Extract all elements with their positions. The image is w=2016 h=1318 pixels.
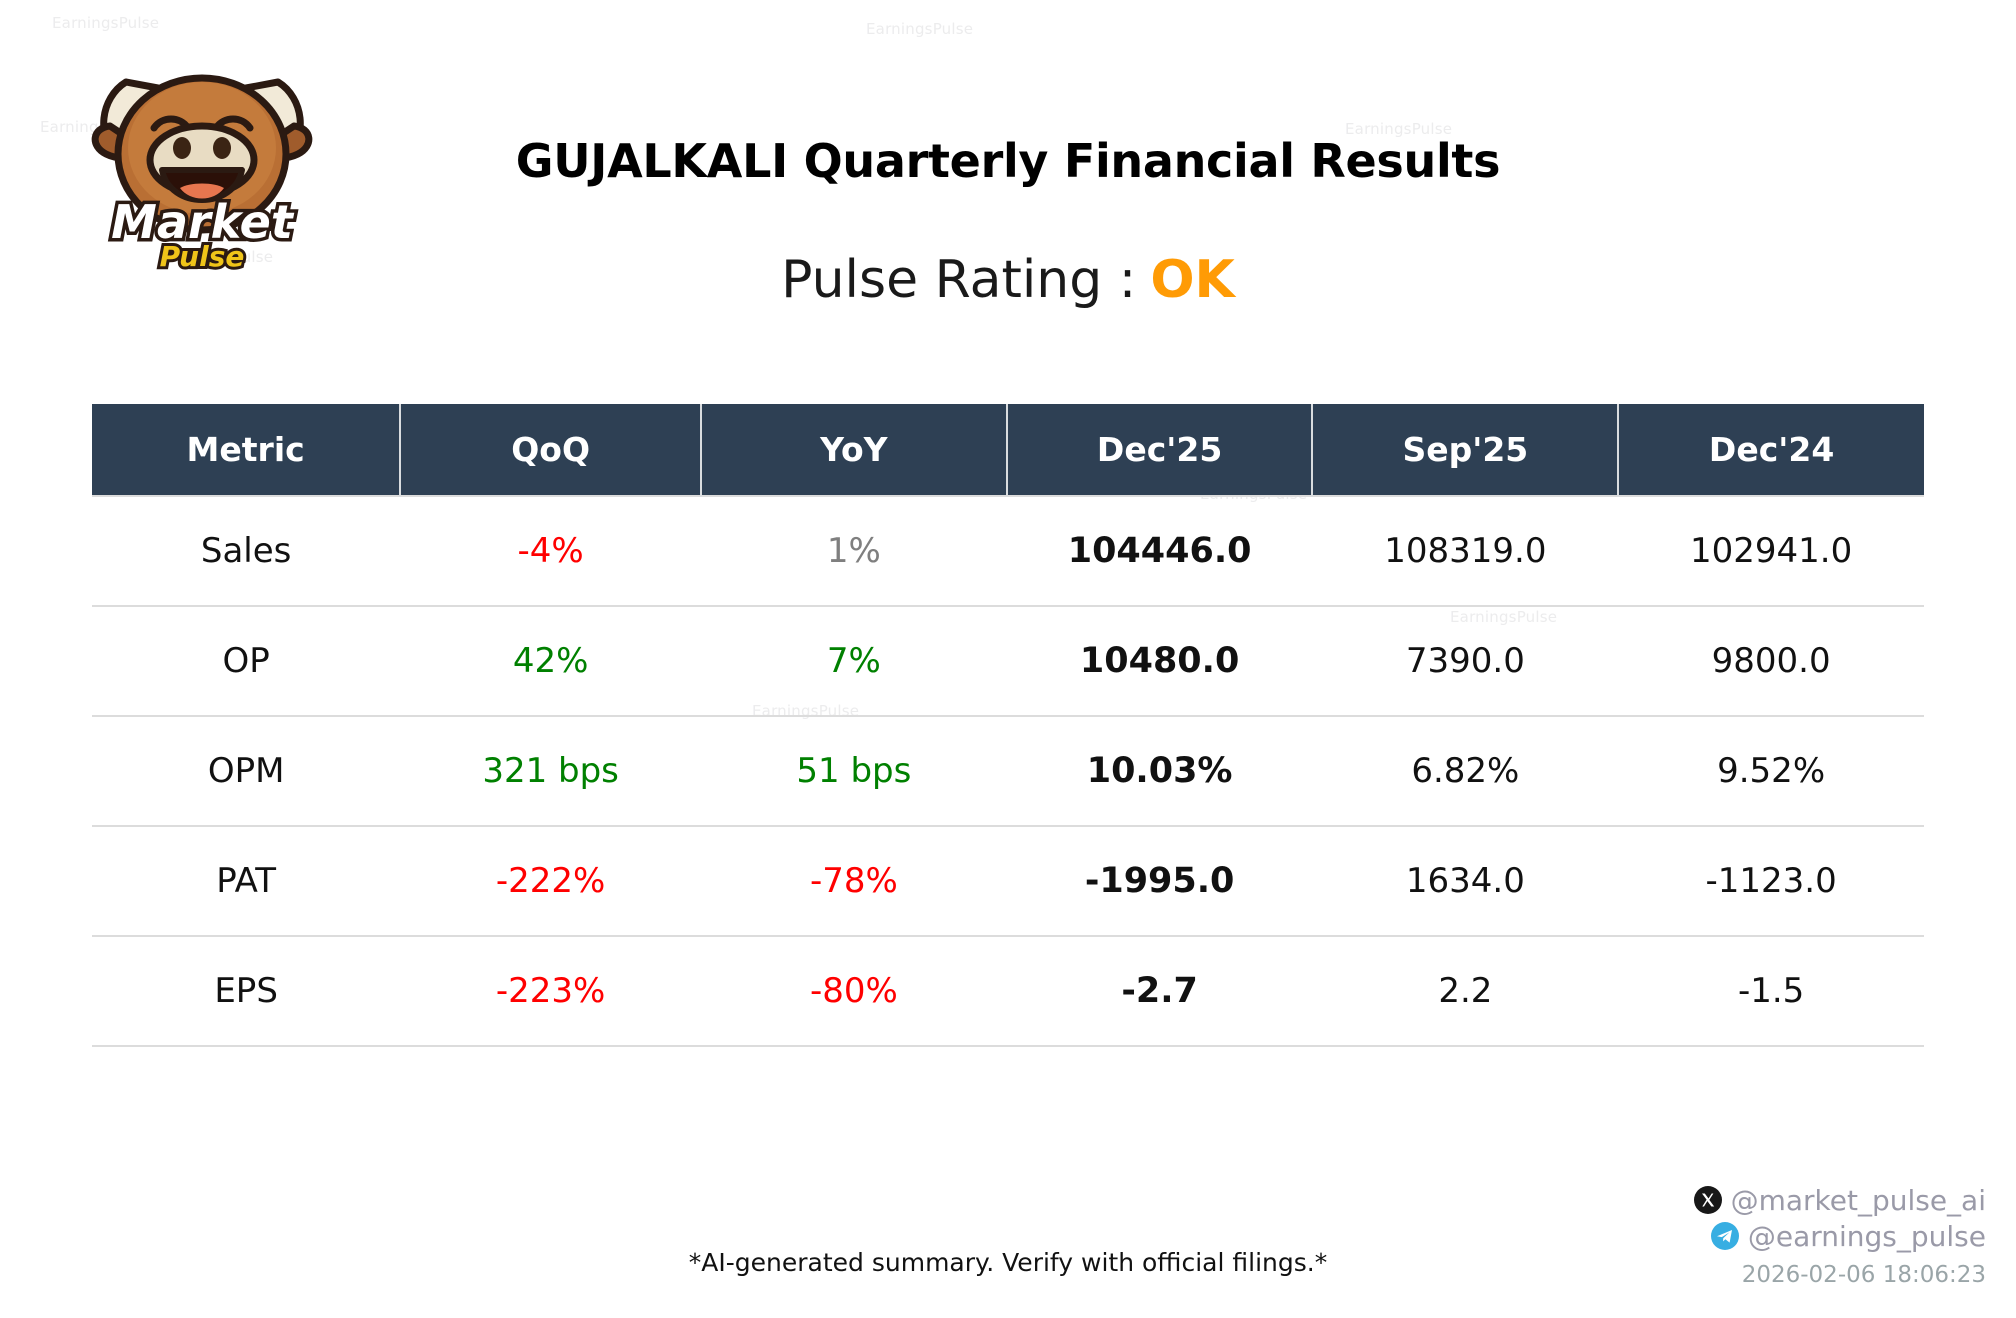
svg-text:Pulse: Pulse [160,240,245,272]
cell-qoq: -4% [400,495,701,607]
cell-current-quarter: -2.7 [1006,936,1313,1047]
x-twitter-icon [1693,1186,1722,1214]
cell-yoy: -80% [700,936,1007,1047]
cell-current-quarter: 10480.0 [1006,606,1313,717]
cell-yoy: 51 bps [700,716,1007,827]
cell-current-quarter: -1995.0 [1006,826,1313,937]
disclaimer-text: *AI-generated summary. Verify with offic… [688,1248,1328,1277]
table-row: Sales -4% 1% 104446.0 108319.0 102941.0 [92,495,1924,607]
cell-prev-year: -1123.0 [1618,826,1924,937]
cell-qoq: -222% [400,826,701,937]
pulse-rating-value: OK [1150,250,1235,310]
column-header-metric: Metric [92,404,402,496]
social-row-telegram[interactable]: @earnings_pulse [1693,1218,1986,1254]
cell-prev-year: 102941.0 [1618,495,1924,607]
cell-yoy: -78% [700,826,1007,937]
social-handles: @market_pulse_ai @earnings_pulse [1693,1182,1986,1254]
watermark-4: EarningsPulse [166,248,274,266]
cell-prev-year: -1.5 [1618,936,1924,1047]
generated-timestamp: 2026-02-06 18:06:23 [1741,1262,1986,1288]
watermark-1: EarningsPulse [866,20,974,38]
pulse-rating-label: Pulse Rating : [781,250,1137,310]
table-row: PAT -222% -78% -1995.0 1634.0 -1123.0 [92,826,1924,937]
financial-results-table: Metric QoQ YoY Dec'25 Sep'25 Dec'24 Sale… [92,404,1924,1047]
cell-qoq: 321 bps [400,716,701,827]
cell-prev-quarter: 1634.0 [1312,826,1619,937]
cell-prev-quarter: 108319.0 [1312,495,1619,607]
cell-metric-name: Sales [92,495,401,607]
cell-metric-name: PAT [92,826,401,937]
cell-qoq: 42% [400,606,701,717]
cell-prev-quarter: 2.2 [1312,936,1619,1047]
cell-prev-quarter: 7390.0 [1312,606,1619,717]
svg-text:Market: Market [111,195,295,249]
cell-current-quarter: 104446.0 [1006,495,1313,607]
table-row: EPS -223% -80% -2.7 2.2 -1.5 [92,936,1924,1047]
social-row-x[interactable]: @market_pulse_ai [1693,1182,1986,1218]
telegram-handle-label: @earnings_pulse [1747,1219,1986,1253]
table-body: Sales -4% 1% 104446.0 108319.0 102941.0 OP 42% 7… [92,495,1924,1047]
cell-current-quarter: 10.03% [1006,716,1313,827]
column-header-yoy: YoY [700,404,1008,496]
table-row: OPM 321 bps 51 bps 10.03% 6.82% 9.52% [92,716,1924,827]
x-handle-label: @market_pulse_ai [1730,1183,1986,1217]
table-header: Metric QoQ YoY Dec'25 Sep'25 Dec'24 [92,404,1924,496]
cell-metric-name: EPS [92,936,401,1047]
column-header-qoq: QoQ [400,404,702,496]
table-row: OP 42% 7% 10480.0 7390.0 9800.0 [92,606,1924,717]
telegram-icon [1710,1222,1739,1250]
cell-metric-name: OP [92,606,401,717]
watermark-0: EarningsPulse [52,14,160,32]
table-header-row: Metric QoQ YoY Dec'25 Sep'25 Dec'24 [92,404,1924,496]
column-header-prev-year: Dec'24 [1618,404,1924,496]
pulse-rating-line: Pulse Rating : OK [0,250,2016,310]
cell-yoy: 7% [700,606,1007,717]
cell-metric-name: OPM [92,716,401,827]
cell-qoq: -223% [400,936,701,1047]
page-title: GUJALKALI Quarterly Financial Results [515,134,1501,188]
cell-prev-year: 9800.0 [1618,606,1924,717]
column-header-prev-quarter: Sep'25 [1312,404,1620,496]
market-pulse-bull-logo: Market Pulse [62,42,342,272]
cell-yoy: 1% [700,495,1007,607]
cell-prev-quarter: 6.82% [1312,716,1619,827]
watermark-3: EarningsPulse [1345,120,1453,138]
cell-prev-year: 9.52% [1618,716,1924,827]
column-header-current-quarter: Dec'25 [1006,404,1314,496]
